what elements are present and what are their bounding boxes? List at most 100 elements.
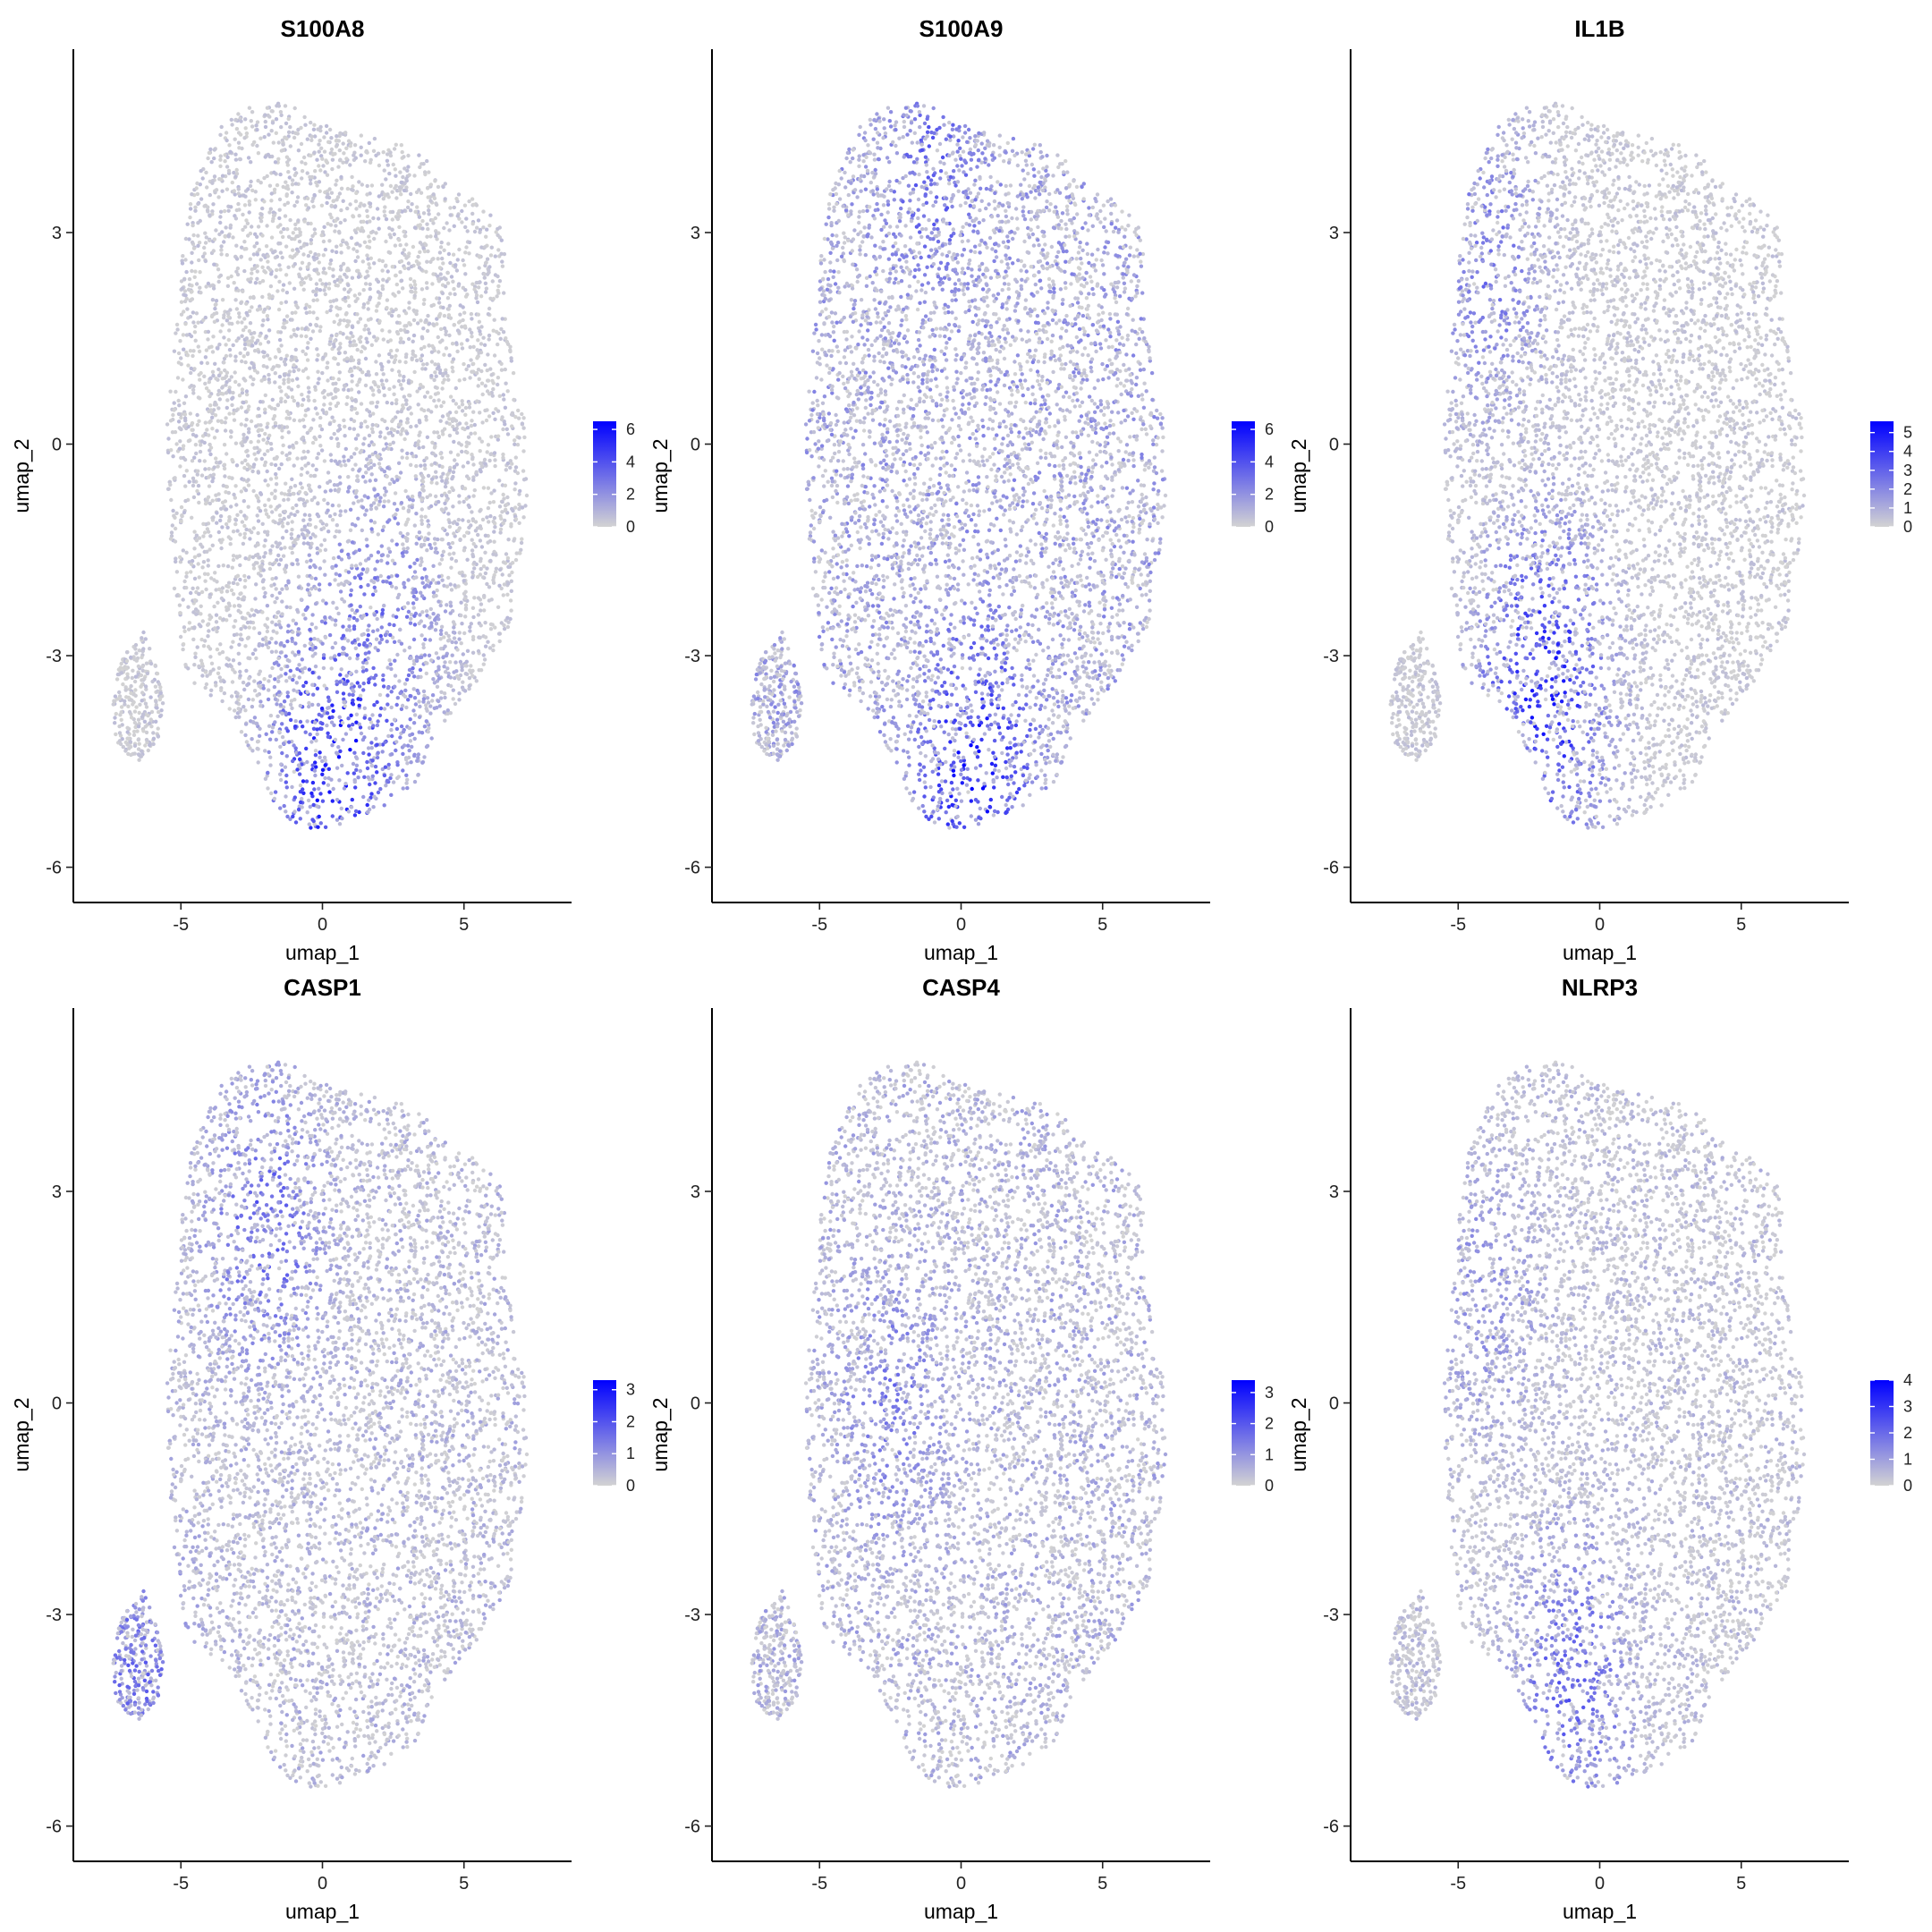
data-point bbox=[215, 188, 218, 191]
data-point bbox=[308, 513, 311, 517]
data-point bbox=[215, 429, 218, 433]
data-point bbox=[493, 525, 496, 529]
data-point bbox=[333, 535, 336, 538]
data-point bbox=[438, 266, 442, 269]
data-point bbox=[389, 773, 393, 776]
data-point bbox=[247, 483, 250, 487]
panel-title: S100A8 bbox=[281, 15, 365, 42]
data-point bbox=[228, 353, 232, 357]
data-point bbox=[367, 234, 370, 238]
data-point bbox=[262, 199, 266, 203]
data-point bbox=[520, 541, 523, 545]
data-point bbox=[220, 190, 224, 193]
data-point bbox=[487, 224, 491, 227]
data-point bbox=[354, 191, 358, 195]
data-point bbox=[191, 587, 194, 590]
data-point bbox=[504, 382, 507, 386]
data-point bbox=[230, 589, 233, 592]
data-point bbox=[234, 244, 238, 248]
data-point bbox=[431, 693, 435, 697]
data-point bbox=[228, 348, 232, 352]
data-point bbox=[443, 326, 446, 330]
data-point bbox=[232, 411, 235, 415]
data-point bbox=[454, 411, 458, 414]
data-point bbox=[328, 422, 332, 426]
data-point bbox=[241, 520, 244, 523]
data-point bbox=[334, 564, 337, 567]
data-point bbox=[332, 419, 335, 423]
data-point bbox=[405, 452, 409, 455]
data-point bbox=[389, 235, 393, 239]
data-point bbox=[404, 177, 408, 181]
data-point bbox=[225, 188, 229, 191]
data-point bbox=[439, 419, 443, 423]
data-point bbox=[242, 524, 246, 528]
data-point bbox=[425, 672, 428, 675]
data-point bbox=[197, 484, 200, 487]
data-point bbox=[477, 613, 480, 616]
data-point bbox=[318, 582, 321, 586]
data-point bbox=[279, 400, 283, 403]
data-point bbox=[226, 564, 230, 568]
data-point bbox=[400, 428, 403, 432]
data-point bbox=[192, 547, 196, 550]
data-point bbox=[368, 444, 371, 447]
data-point bbox=[254, 457, 258, 461]
data-point bbox=[506, 389, 510, 393]
data-point bbox=[522, 436, 526, 439]
data-point bbox=[378, 693, 382, 697]
data-point bbox=[190, 335, 193, 338]
data-point bbox=[273, 720, 276, 724]
data-point bbox=[346, 716, 350, 720]
data-point bbox=[393, 718, 396, 722]
data-point bbox=[467, 251, 470, 255]
data-point bbox=[415, 205, 419, 208]
data-point bbox=[411, 356, 414, 360]
data-point bbox=[485, 228, 488, 232]
data-point bbox=[233, 708, 236, 712]
data-point bbox=[190, 428, 193, 432]
data-point bbox=[218, 329, 222, 333]
data-point bbox=[404, 774, 408, 777]
data-point bbox=[287, 131, 291, 134]
data-point bbox=[462, 263, 466, 267]
data-point bbox=[266, 106, 269, 110]
data-point bbox=[471, 462, 475, 466]
data-point bbox=[331, 814, 335, 818]
data-point bbox=[407, 674, 411, 677]
data-point bbox=[203, 382, 207, 386]
data-point bbox=[477, 596, 480, 599]
data-point bbox=[281, 524, 284, 528]
data-point bbox=[367, 633, 370, 637]
data-point bbox=[261, 350, 265, 353]
data-point bbox=[211, 202, 215, 206]
data-point bbox=[391, 559, 394, 563]
data-point bbox=[215, 614, 218, 617]
data-point bbox=[248, 210, 251, 214]
data-point bbox=[208, 484, 211, 487]
data-point bbox=[247, 505, 250, 509]
data-point bbox=[449, 684, 453, 688]
data-point bbox=[267, 340, 270, 343]
data-point bbox=[334, 738, 337, 741]
data-point bbox=[310, 648, 314, 651]
data-point bbox=[371, 630, 375, 633]
data-point bbox=[263, 623, 267, 627]
data-point bbox=[340, 187, 343, 191]
data-point bbox=[265, 224, 268, 227]
data-point bbox=[301, 724, 304, 728]
data-point bbox=[404, 311, 408, 315]
data-point bbox=[166, 436, 170, 440]
data-point bbox=[378, 787, 382, 791]
data-point bbox=[331, 158, 335, 162]
data-point bbox=[258, 137, 262, 140]
data-point bbox=[335, 134, 338, 138]
data-point bbox=[330, 250, 334, 253]
data-point bbox=[345, 357, 349, 360]
data-point bbox=[274, 355, 277, 359]
data-point bbox=[385, 306, 388, 309]
data-point bbox=[470, 622, 473, 625]
data-point bbox=[204, 502, 208, 505]
data-point bbox=[431, 578, 435, 581]
data-point bbox=[442, 226, 445, 230]
